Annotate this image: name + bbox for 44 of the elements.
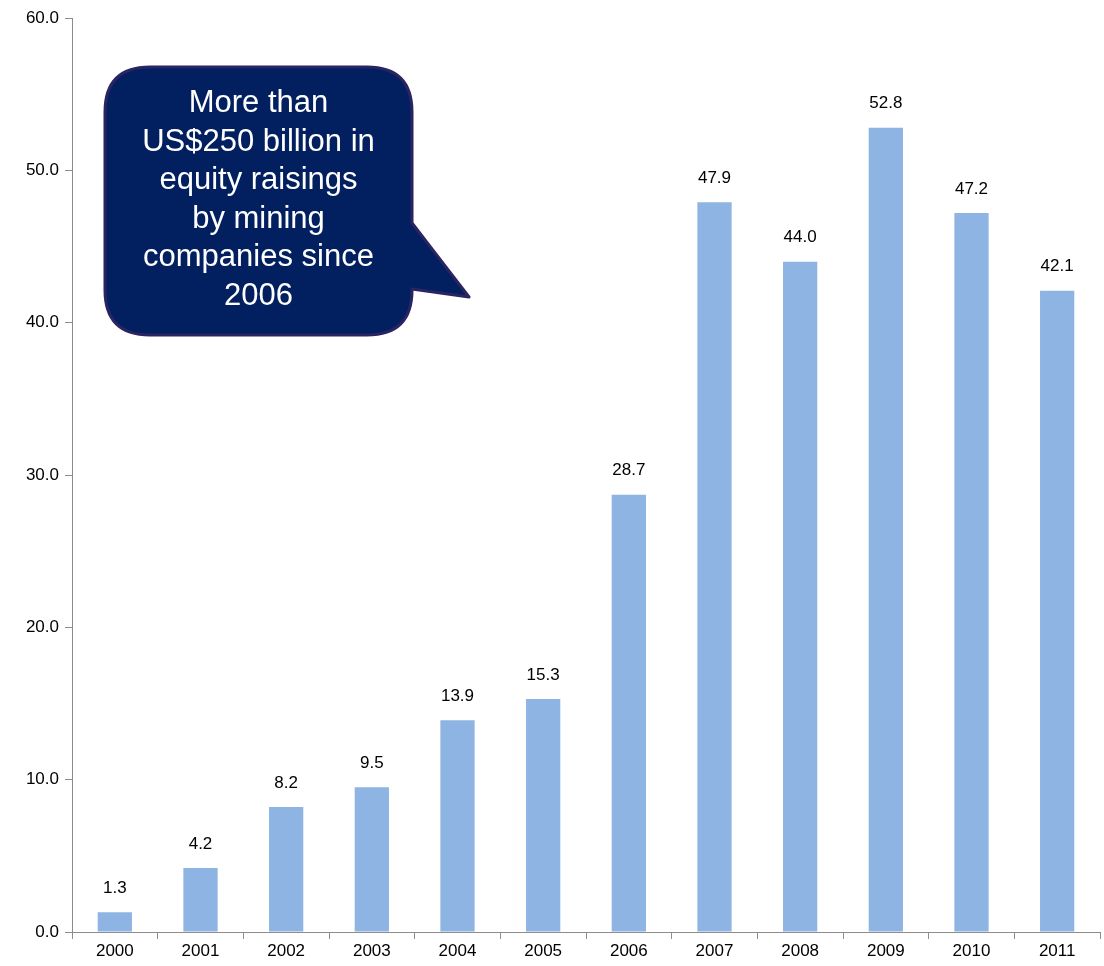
data-label: 9.5 — [360, 752, 384, 772]
bar — [526, 698, 561, 932]
bar — [868, 127, 903, 932]
x-tick-label: 2006 — [609, 940, 648, 960]
x-tick-label: 2000 — [95, 940, 134, 960]
data-label: 1.3 — [103, 877, 127, 897]
data-label: 15.3 — [526, 664, 560, 684]
y-tick-label: 20.0 — [25, 617, 59, 637]
data-label: 47.2 — [954, 178, 989, 198]
x-tick-label: 2005 — [524, 940, 563, 960]
y-tick-label: 60.0 — [25, 7, 59, 27]
bar — [183, 868, 218, 932]
data-label: 4.2 — [188, 833, 213, 853]
y-tick-label: 10.0 — [25, 769, 59, 789]
bar — [269, 807, 304, 932]
data-label: 28.7 — [612, 460, 646, 480]
data-label: 8.2 — [274, 772, 298, 792]
bar — [440, 720, 475, 932]
bar — [97, 912, 132, 932]
bar — [954, 212, 989, 932]
x-tick-label: 2008 — [781, 940, 820, 960]
x-tick-label: 2009 — [866, 940, 905, 960]
x-tick-label: 2011 — [1038, 940, 1076, 960]
x-tick-label: 2004 — [438, 940, 477, 960]
bar — [1040, 290, 1075, 932]
data-label: 47.9 — [697, 168, 732, 188]
y-tick-label: 30.0 — [25, 464, 59, 484]
bar — [783, 261, 818, 932]
y-tick-label: 50.0 — [25, 160, 59, 180]
annotation: More than US$250 billion in equity raisings by mining companies since 2006 — [141, 83, 376, 314]
bar — [697, 202, 732, 932]
x-tick-label: 2001 — [181, 940, 220, 960]
x-tick-label: 2003 — [352, 940, 391, 960]
y-tick-label: 40.0 — [25, 312, 59, 332]
y-tick-label: 0.0 — [35, 921, 59, 941]
bar — [611, 494, 646, 932]
data-label: 44.0 — [783, 227, 817, 247]
x-tick-label: 2010 — [952, 940, 991, 960]
bar — [354, 787, 389, 932]
data-label: 13.9 — [440, 685, 475, 705]
x-tick-label: 2002 — [267, 940, 306, 960]
data-label: 42.1 — [1040, 256, 1074, 276]
data-label: 52.8 — [869, 93, 903, 113]
x-tick-label: 2007 — [695, 940, 734, 960]
